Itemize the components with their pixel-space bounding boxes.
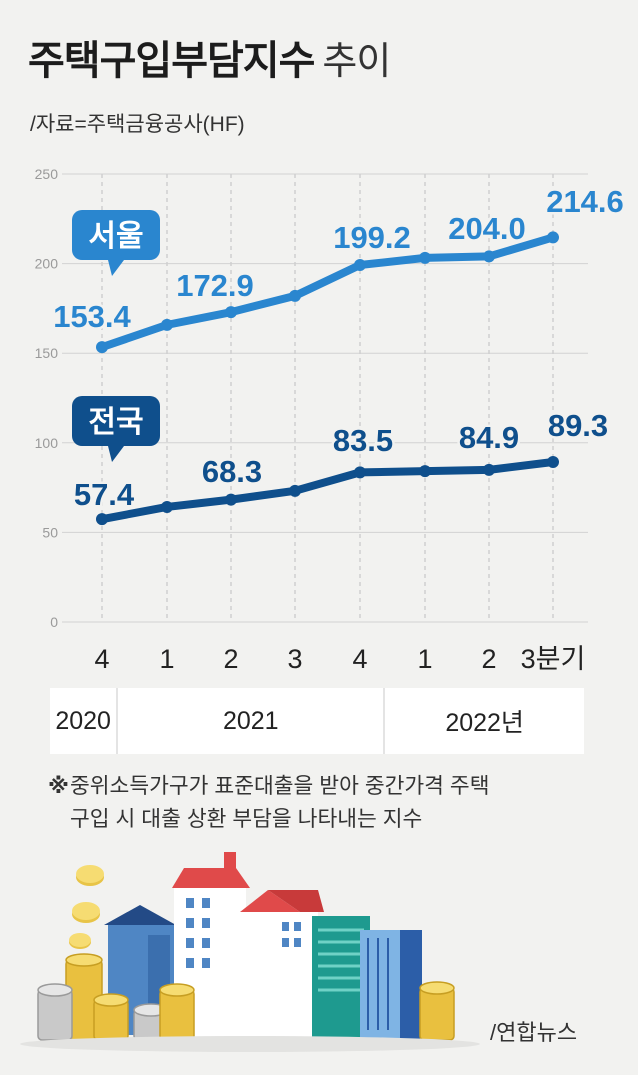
data-point [547, 231, 559, 244]
data-label: 214.6 [546, 184, 624, 219]
city-coins-illustration [20, 852, 480, 1052]
building-white-tall [172, 852, 250, 1038]
data-label: 204.0 [448, 211, 526, 246]
building-blue-right [360, 930, 422, 1040]
year-axis-bar: 2020 2021 2022년 [50, 688, 584, 754]
note-line-2: 구입 시 대출 상환 부담을 나타내는 지수 [70, 807, 423, 831]
title-main: 주택구입부담지수 [28, 39, 315, 83]
x-tick-label: 1 [417, 644, 432, 674]
series-line [98, 233, 557, 352]
x-tick-label: 4 [352, 644, 367, 674]
note-mark: ※ [48, 774, 69, 798]
year-label: 2021 [116, 688, 383, 754]
chart-title: 주택구입부담지수 추이 [28, 28, 391, 86]
footnote: ※중위소득가구가 표준대출을 받아 중간가격 주택 구입 시 대출 상환 부담을… [48, 770, 490, 836]
x-tick-label: 3 [287, 644, 302, 674]
data-point [161, 318, 173, 331]
data-label: 57.4 [74, 477, 135, 512]
data-label: 83.5 [333, 423, 393, 458]
data-label: 84.9 [459, 420, 519, 455]
y-tick-label: 100 [35, 435, 59, 451]
data-point [483, 463, 495, 476]
data-point [354, 259, 366, 272]
data-point [354, 466, 366, 479]
coin-stack [65, 953, 129, 1041]
data-label: 172.9 [176, 268, 254, 303]
data-point [96, 513, 108, 526]
data-point [161, 500, 173, 513]
source-label: /자료=주택금융공사(HF) [30, 113, 245, 136]
y-tick-label: 50 [42, 524, 58, 540]
y-tick-label: 0 [50, 614, 58, 630]
data-point [547, 455, 559, 468]
data-label: 68.3 [202, 454, 262, 489]
y-tick-label: 250 [35, 166, 59, 182]
falling-coin [72, 902, 100, 923]
line-chart: 0 50 100 150 200 250 4 1 2 3 4 1 2 3분기 153.4 172.9 199.2… [34, 166, 624, 674]
series-name-label: 전국 [88, 406, 143, 439]
y-tick-label: 200 [35, 256, 59, 272]
series-line [98, 457, 557, 524]
ground-shadow [20, 1036, 480, 1052]
falling-coin [76, 865, 104, 886]
data-label: 153.4 [53, 299, 131, 334]
data-point [289, 484, 301, 497]
building-red-roof [240, 890, 324, 1038]
data-point [483, 250, 495, 263]
series-callout-pointer [108, 260, 124, 276]
year-label: 2020 [55, 706, 111, 735]
title-suffix: 추이 [322, 41, 391, 83]
x-tick-label: 2 [481, 644, 496, 674]
series-name-label: 서울 [88, 220, 143, 253]
data-label: 89.3 [548, 408, 608, 443]
x-tick-label: 3분기 [521, 644, 586, 674]
x-tick-label: 4 [94, 644, 109, 674]
falling-coin [69, 933, 91, 949]
coin-stack [159, 981, 455, 1041]
year-label: 2022년 [383, 688, 584, 754]
note-line-1: 중위소득가구가 표준대출을 받아 중간가격 주택 [70, 774, 490, 798]
series-callout-box [72, 396, 160, 446]
data-point [225, 493, 237, 506]
x-tick-label: 2 [223, 644, 238, 674]
data-point [225, 306, 237, 319]
y-tick-label: 150 [35, 345, 59, 361]
series-callout-box [72, 210, 160, 260]
series-callout-pointer [108, 446, 124, 462]
data-point [289, 289, 301, 302]
credit-label: /연합뉴스 [490, 1020, 578, 1045]
x-tick-label: 1 [159, 644, 174, 674]
data-point [419, 251, 431, 264]
data-point [96, 341, 108, 354]
data-point [419, 465, 431, 478]
data-label: 199.2 [333, 220, 411, 255]
